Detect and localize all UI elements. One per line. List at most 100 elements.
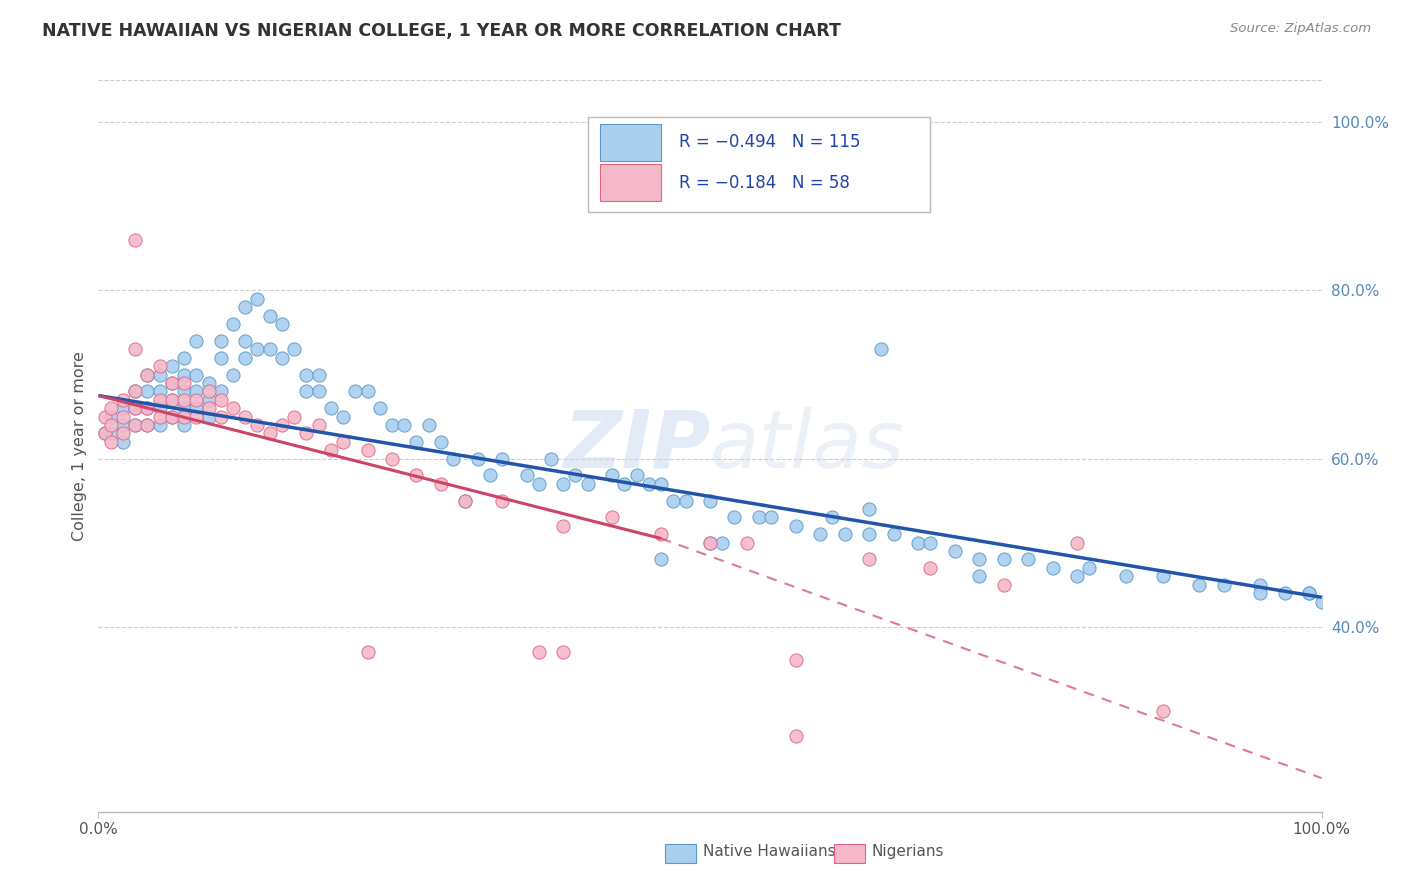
Point bbox=[1188, 578, 1211, 592]
Point bbox=[967, 569, 990, 583]
Point bbox=[233, 351, 256, 365]
Point bbox=[1066, 535, 1088, 549]
Point bbox=[430, 476, 453, 491]
Point bbox=[993, 578, 1015, 592]
Point bbox=[920, 561, 942, 575]
Point bbox=[295, 426, 318, 441]
Point bbox=[124, 417, 146, 432]
Point bbox=[1017, 552, 1039, 566]
Point bbox=[124, 343, 146, 357]
Point bbox=[613, 476, 636, 491]
Point bbox=[124, 384, 146, 399]
Point bbox=[149, 409, 172, 424]
Point bbox=[209, 409, 232, 424]
Point bbox=[149, 401, 172, 416]
Point bbox=[160, 376, 183, 390]
Point bbox=[124, 401, 146, 416]
Point bbox=[834, 527, 856, 541]
Point bbox=[356, 645, 378, 659]
Point bbox=[197, 401, 219, 416]
Point bbox=[332, 434, 354, 449]
Point bbox=[319, 401, 342, 416]
Point bbox=[259, 309, 281, 323]
Point bbox=[564, 468, 586, 483]
Point bbox=[527, 476, 550, 491]
Point bbox=[100, 401, 122, 416]
Point bbox=[356, 443, 378, 458]
Text: Native Hawaiians: Native Hawaiians bbox=[703, 845, 835, 859]
Point bbox=[136, 401, 159, 416]
Point bbox=[259, 343, 281, 357]
Point bbox=[149, 368, 172, 382]
Point bbox=[111, 417, 134, 432]
Point bbox=[160, 409, 183, 424]
Point bbox=[308, 384, 330, 399]
Point bbox=[186, 368, 208, 382]
Point bbox=[233, 300, 256, 314]
Point bbox=[699, 493, 721, 508]
Point bbox=[233, 409, 256, 424]
Point bbox=[295, 384, 318, 399]
Point bbox=[173, 409, 195, 424]
Point bbox=[858, 502, 880, 516]
Point bbox=[1274, 586, 1296, 600]
Point bbox=[1298, 586, 1320, 600]
Point bbox=[467, 451, 489, 466]
Point bbox=[1152, 704, 1174, 718]
Point bbox=[173, 376, 195, 390]
Text: R = −0.184   N = 58: R = −0.184 N = 58 bbox=[679, 174, 851, 192]
Point bbox=[186, 392, 208, 407]
Point bbox=[1249, 586, 1271, 600]
Point bbox=[675, 493, 697, 508]
Y-axis label: College, 1 year or more: College, 1 year or more bbox=[72, 351, 87, 541]
Point bbox=[124, 384, 146, 399]
Point bbox=[650, 476, 672, 491]
Point bbox=[93, 409, 115, 424]
Point bbox=[638, 476, 661, 491]
Point bbox=[308, 368, 330, 382]
Point bbox=[553, 645, 575, 659]
Point bbox=[600, 468, 623, 483]
Point bbox=[735, 535, 758, 549]
Point bbox=[160, 392, 183, 407]
Point bbox=[491, 451, 513, 466]
Point bbox=[111, 401, 134, 416]
Point bbox=[160, 409, 183, 424]
Point bbox=[1115, 569, 1137, 583]
Point bbox=[553, 476, 575, 491]
Point bbox=[808, 527, 831, 541]
Point bbox=[283, 343, 305, 357]
Point bbox=[149, 392, 172, 407]
Point bbox=[540, 451, 562, 466]
Text: NATIVE HAWAIIAN VS NIGERIAN COLLEGE, 1 YEAR OR MORE CORRELATION CHART: NATIVE HAWAIIAN VS NIGERIAN COLLEGE, 1 Y… bbox=[42, 22, 841, 40]
Point bbox=[111, 434, 134, 449]
Point bbox=[222, 368, 245, 382]
Point bbox=[600, 510, 623, 524]
Point bbox=[883, 527, 905, 541]
Point bbox=[1066, 569, 1088, 583]
Point bbox=[173, 351, 195, 365]
Point bbox=[270, 317, 294, 331]
Point bbox=[186, 384, 208, 399]
Point bbox=[515, 468, 537, 483]
Point bbox=[136, 417, 159, 432]
Point bbox=[967, 552, 990, 566]
Text: Source: ZipAtlas.com: Source: ZipAtlas.com bbox=[1230, 22, 1371, 36]
Point bbox=[100, 426, 122, 441]
Point bbox=[283, 409, 305, 424]
Point bbox=[173, 368, 195, 382]
Point bbox=[209, 392, 232, 407]
Point bbox=[381, 451, 404, 466]
Point bbox=[173, 417, 195, 432]
Point bbox=[650, 552, 672, 566]
Point bbox=[173, 384, 195, 399]
Point bbox=[160, 392, 183, 407]
Point bbox=[197, 376, 219, 390]
Point bbox=[160, 376, 183, 390]
Point bbox=[197, 392, 219, 407]
FancyBboxPatch shape bbox=[588, 117, 931, 212]
Point bbox=[993, 552, 1015, 566]
Point bbox=[259, 426, 281, 441]
Point bbox=[785, 653, 807, 667]
Point bbox=[761, 510, 783, 524]
